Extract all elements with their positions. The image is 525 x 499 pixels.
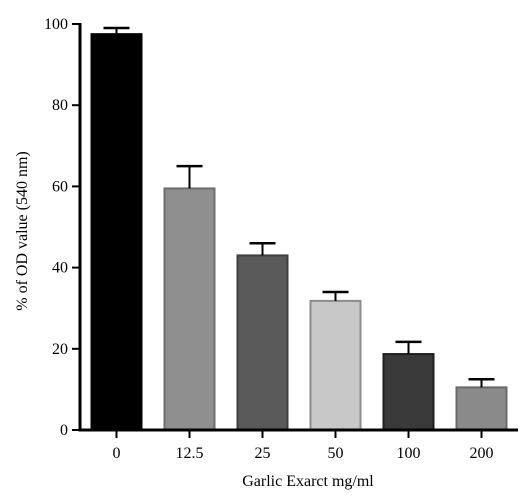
bar [382,353,435,431]
x-axis-title: Garlic Exarct mg/ml [242,473,374,490]
error-bars-layer [103,26,495,388]
x-tick-label: 25 [255,445,271,462]
y-axis-title: % of OD value (540 nm) [14,151,31,311]
bar [309,299,362,431]
bars-layer [90,33,508,432]
bar [455,386,508,431]
y-tick-label: 60 [52,178,68,195]
x-tick-label: 12.5 [176,445,204,462]
y-ticks-layer: 0 20 40 60 80 100 [44,16,80,439]
y-tick-label: 40 [52,260,68,277]
bar [236,254,289,431]
axes-layer [78,23,518,432]
bar [90,33,143,432]
x-tick-label: 100 [397,445,421,462]
x-tick-label: 50 [328,445,344,462]
x-ticks-layer: 0 12.5 25 50 100 200 [113,430,494,462]
y-tick-label: 100 [44,16,68,33]
y-tick-label: 80 [52,97,68,114]
x-tick-label: 200 [470,445,494,462]
y-tick-label: 0 [60,422,68,439]
bar [163,187,216,431]
y-tick-label: 20 [52,341,68,358]
x-tick-label: 0 [113,445,121,462]
